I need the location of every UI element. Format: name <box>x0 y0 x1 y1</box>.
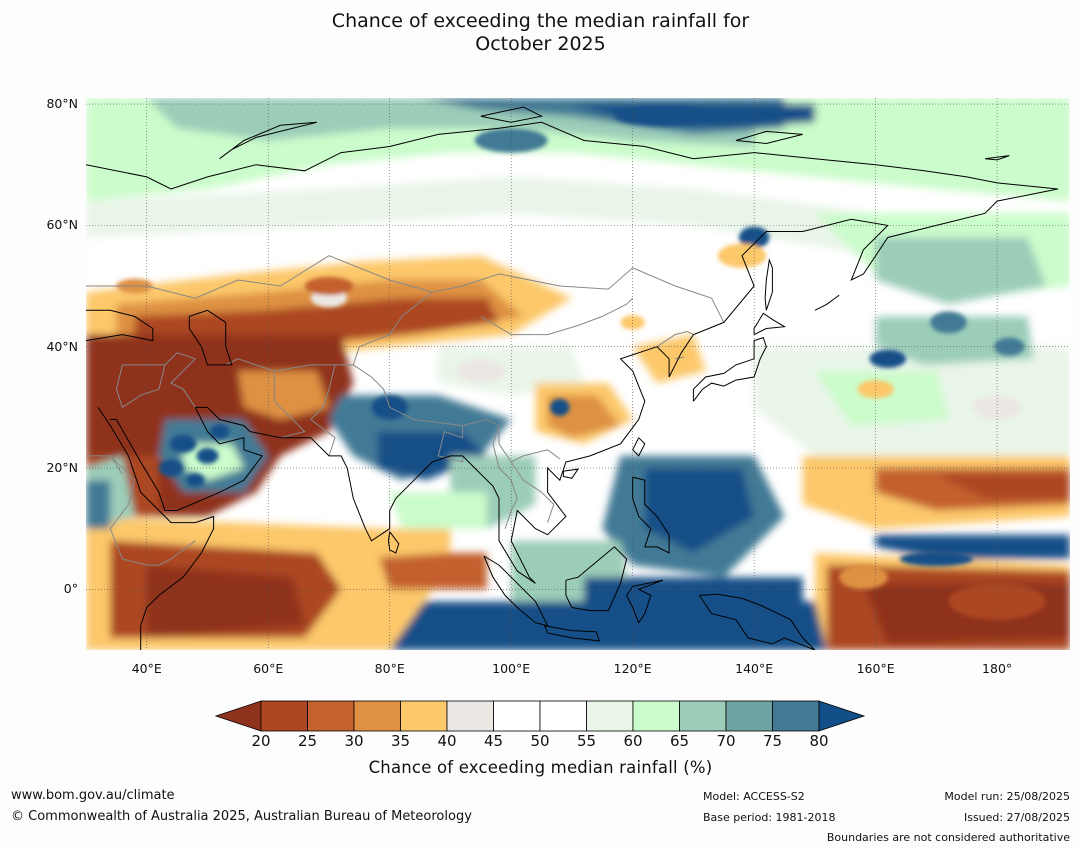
colorbar-segment <box>725 700 773 732</box>
lat-label: 80°N <box>46 96 78 112</box>
colorbar-segment <box>679 700 727 732</box>
colorbar-tick: 55 <box>576 732 597 750</box>
chart-title-line-2: October 2025 <box>475 33 606 55</box>
country-boundaries <box>86 255 725 566</box>
lon-label: 160°E <box>856 661 895 676</box>
colorbar-tick: 20 <box>251 732 271 750</box>
website-link[interactable]: www.bom.gov.au/climate <box>11 788 175 803</box>
colorbar-under-arrow <box>215 700 262 732</box>
chart-title-line-1: Chance of exceeding the median rainfall … <box>331 10 750 32</box>
colorbar-tick: 35 <box>390 732 411 750</box>
model-name: Model: ACCESS-S2 <box>703 790 805 803</box>
colorbar-tick: 80 <box>809 732 829 750</box>
colorbar-tick: 70 <box>716 732 736 750</box>
model-run-date: Model run: 25/08/2025 <box>944 790 1070 803</box>
lat-label: 20°N <box>46 460 78 476</box>
lon-label: 120°E <box>613 661 652 676</box>
colorbar-tick: 25 <box>297 732 318 750</box>
colorbar-tick: 40 <box>437 732 457 750</box>
colorbar-segment <box>446 700 494 732</box>
lon-label: 140°E <box>735 661 774 676</box>
colorbar-segment <box>493 700 541 732</box>
issued-date: Issued: 27/08/2025 <box>963 811 1070 824</box>
colorbar <box>215 700 866 732</box>
graticule <box>86 98 1070 650</box>
copyright-text: © Commonwealth of Australia 2025, Austra… <box>11 809 472 824</box>
rainfall-outlook-map <box>86 98 1070 650</box>
lon-label: 180° <box>982 661 1013 676</box>
colorbar-segment <box>539 700 587 732</box>
colorbar-segment <box>307 700 355 732</box>
colorbar-tick: 30 <box>344 732 364 750</box>
colorbar-tick: 75 <box>762 732 783 750</box>
lon-label: 40°E <box>131 661 162 676</box>
colorbar-segment <box>353 700 401 732</box>
colorbar-over-arrow <box>818 700 866 732</box>
lon-label: 80°E <box>374 661 405 676</box>
colorbar-tick: 45 <box>483 732 504 750</box>
colorbar-segment <box>632 700 680 732</box>
chart-title: Chance of exceeding the median rainfall … <box>0 10 1081 56</box>
lat-label: 0° <box>63 581 78 597</box>
colorbar-label: Chance of exceeding median rainfall (%) <box>368 758 713 777</box>
colorbar-segment <box>586 700 634 732</box>
colorbar-tick: 50 <box>530 732 550 750</box>
lon-label: 60°E <box>253 661 284 676</box>
lat-label: 60°N <box>46 217 78 233</box>
lat-label: 40°N <box>46 338 78 354</box>
colorbar-segment <box>260 700 308 732</box>
colorbar-tick: 60 <box>623 732 643 750</box>
base-period: Base period: 1981-2018 <box>703 811 836 824</box>
lon-label: 100°E <box>492 661 531 676</box>
colorbar-segment <box>772 700 820 732</box>
map-canvas <box>86 98 1070 650</box>
colorbar-segment <box>400 700 448 732</box>
coastlines <box>86 106 1058 650</box>
colorbar-tick: 65 <box>669 732 690 750</box>
boundary-disclaimer: Boundaries are not considered authoritat… <box>826 831 1070 844</box>
